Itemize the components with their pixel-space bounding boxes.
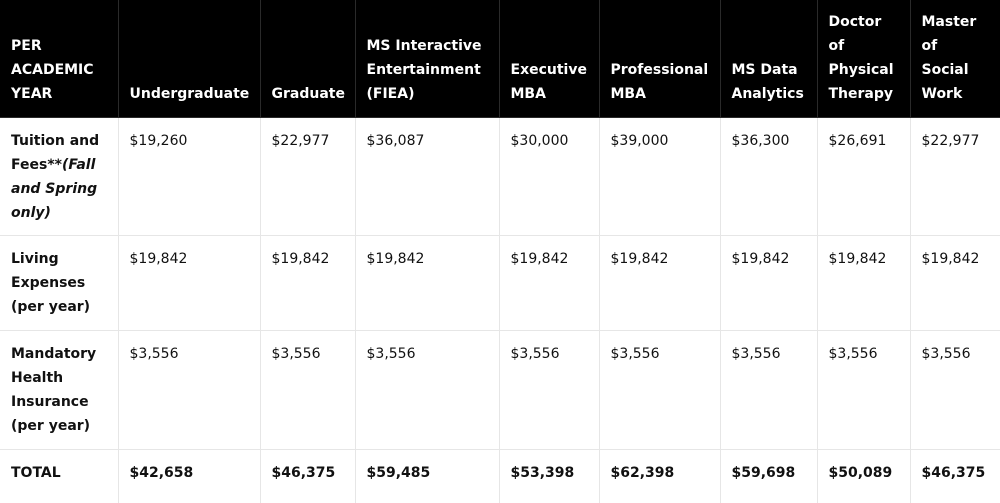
table-cell: $19,842 [118, 236, 260, 331]
table-cell: $19,842 [499, 236, 599, 331]
table-cell: $50,089 [817, 450, 910, 503]
table-cell: $36,087 [355, 118, 499, 236]
table-cell: $46,375 [910, 450, 1000, 503]
table-cell: $46,375 [260, 450, 355, 503]
header-executive-mba: Executive MBA [499, 0, 599, 118]
table-cell: $3,556 [720, 331, 817, 450]
table-cell: $19,842 [355, 236, 499, 331]
table-cell: $39,000 [599, 118, 720, 236]
table-cell: $30,000 [499, 118, 599, 236]
table-cell: $19,842 [910, 236, 1000, 331]
table-cell: $36,300 [720, 118, 817, 236]
header-doctor-physical-therapy: Doctor of Physical Therapy [817, 0, 910, 118]
table-row-health-insurance: Mandatory Health Insurance (per year) $3… [0, 331, 1000, 450]
table-cell: $19,842 [599, 236, 720, 331]
row-label-health-insurance: Mandatory Health Insurance (per year) [0, 331, 118, 450]
table-cell: $59,698 [720, 450, 817, 503]
table-cell: $3,556 [260, 331, 355, 450]
table-cell: $3,556 [355, 331, 499, 450]
table-cell: $26,691 [817, 118, 910, 236]
table-cell: $22,977 [260, 118, 355, 236]
table-cell: $19,842 [260, 236, 355, 331]
row-label-living-expenses: Living Expenses (per year) [0, 236, 118, 331]
header-ms-data-analytics: MS Data Analytics [720, 0, 817, 118]
table-row-tuition: Tuition and Fees**(Fall and Spring only)… [0, 118, 1000, 236]
table-cell: $22,977 [910, 118, 1000, 236]
row-label-tuition: Tuition and Fees**(Fall and Spring only) [0, 118, 118, 236]
table-cell: $3,556 [118, 331, 260, 450]
header-per-academic-year: PER ACADEMIC YEAR [0, 0, 118, 118]
table-cell: $19,842 [817, 236, 910, 331]
table-cell: $19,260 [118, 118, 260, 236]
table-row-living-expenses: Living Expenses (per year) $19,842 $19,8… [0, 236, 1000, 331]
table-cell: $62,398 [599, 450, 720, 503]
header-row: PER ACADEMIC YEAR Undergraduate Graduate… [0, 0, 1000, 118]
row-label-total: TOTAL [0, 450, 118, 503]
table-cell: $3,556 [499, 331, 599, 450]
table-cell: $3,556 [599, 331, 720, 450]
header-ms-interactive-entertainment: MS Interactive Entertainment (FIEA) [355, 0, 499, 118]
table-cell: $19,842 [720, 236, 817, 331]
header-graduate: Graduate [260, 0, 355, 118]
table-row-total: TOTAL $42,658 $46,375 $59,485 $53,398 $6… [0, 450, 1000, 503]
header-undergraduate: Undergraduate [118, 0, 260, 118]
table-cell: $42,658 [118, 450, 260, 503]
header-professional-mba: Professional MBA [599, 0, 720, 118]
table-cell: $59,485 [355, 450, 499, 503]
table-cell: $3,556 [910, 331, 1000, 450]
table-cell: $3,556 [817, 331, 910, 450]
header-master-social-work: Master of Social Work [910, 0, 1000, 118]
table-cell: $53,398 [499, 450, 599, 503]
